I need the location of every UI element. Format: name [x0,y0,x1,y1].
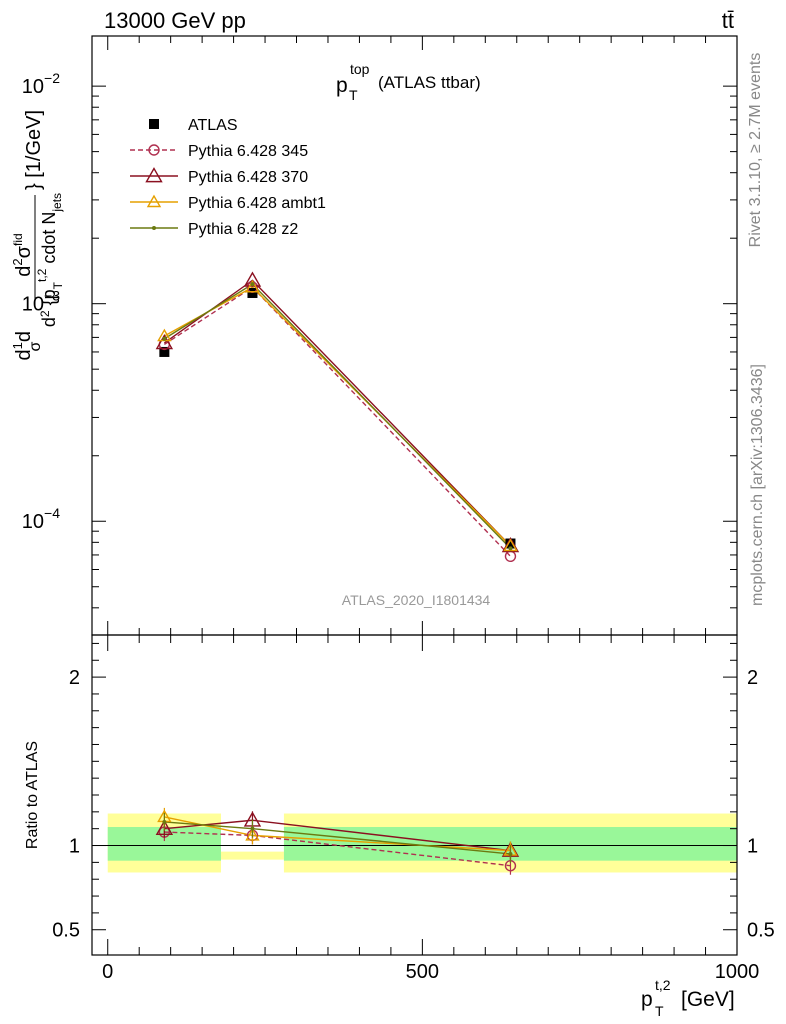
legend-marker-atlas [149,119,159,129]
main-plot: 10−2 10−3 10−4 ATLAS_2020_I1801434 p T top… [10,35,738,636]
main-title: p T top (ATLAS ttbar) [336,61,481,103]
data-point-ambt1 [503,538,518,552]
legend-marker-p345 [148,144,160,156]
data-point-z2 [508,546,513,551]
ratio-frame [91,634,738,956]
main-ylabel: d1d σ d2σfid d2 {pTt,2 cdot Njets } [1/G… [10,110,65,361]
legend: ATLAS Pythia 6.428 345 Pythia 6.428 370 Pyt… [130,117,326,238]
title-rest: (ATLAS ttbar) [378,73,481,92]
ratio-plot: 0.5 0.5 1 1 2 2 0 500 1000 Ratio to ATLAS p T t,… [24,634,775,1019]
ratio-point-z2 [508,851,513,856]
svg-text:d2 {pTt,2 cdot Njets: d2 {pTt,2 cdot Njets [35,193,65,327]
x-axis-label: p T t,2 [GeV] [641,977,735,1019]
svg-text:d2σfid: d2σfid [10,233,35,276]
ratio-ytick-label: 2 [69,667,80,689]
data-point-z2 [162,336,167,341]
header-left: 13000 GeV pp [104,8,246,33]
data-point-p370 [155,334,174,350]
xlabel-main: p [641,988,653,1011]
ratio-point-z2 [250,826,255,831]
data-point-atlas [159,346,170,357]
legend-label: Pythia 6.428 345 [188,143,308,160]
ratio-band-outer [221,851,284,860]
legend-label: Pythia 6.428 z2 [188,221,298,238]
xtick-label: 0 [102,961,113,983]
legend-label: Pythia 6.428 ambt1 [188,195,326,212]
mcplots-label: mcplots.cern.ch [arXiv:1306.3436] [749,364,766,606]
data-point-p345 [504,550,517,563]
legend-label: Pythia 6.428 370 [188,169,308,186]
ratio-ytick-label: 1 [69,836,80,858]
xtick-label: 1000 [715,961,760,983]
ratio-point-ambt1 [245,828,260,841]
svg-text:d1d σ: d1d σ [10,325,44,360]
data-point-p370 [501,537,520,553]
legend-marker-p370 [145,167,163,183]
legend-marker-ambt1 [146,194,162,208]
main-ytick-label: 10−3 [22,288,60,316]
watermark: ATLAS_2020_I1801434 [342,592,491,608]
ratio-ytick-label-right: 0.5 [747,920,775,942]
ratio-point-z2 [162,819,167,824]
legend-marker-z2 [152,226,156,230]
data-point-z2 [250,282,255,287]
ratio-ytick-label: 0.5 [52,920,80,942]
title-sup: top [350,61,370,77]
ylabel-unit: } [1/GeV] [23,110,45,190]
xtick-label: 500 [406,961,439,983]
title-main: p [336,74,348,97]
series-line-p345 [163,286,511,557]
data-point-atlas [505,538,516,549]
data-point-ambt1 [245,279,260,293]
ratio-ylabel: Ratio to ATLAS [24,741,41,849]
ratio-ytick-label-right: 1 [747,836,758,858]
series-line-ambt1 [164,286,511,547]
xlabel-sup: t,2 [655,977,671,993]
xlabel-sub: T [655,1003,664,1019]
series-line-p370 [163,279,511,547]
main-ytick-label: 10−4 [22,505,60,533]
ratio-ytick-label-right: 2 [747,667,758,689]
title-sub: T [349,87,358,103]
legend-label: ATLAS [188,117,238,134]
xlabel-unit: [GeV] [681,988,735,1011]
series-line-z2 [163,283,511,549]
main-ytick-label: 10−2 [22,70,60,98]
data-point-atlas [247,287,258,298]
rivet-label: Rivet 3.1.10, ≥ 2.7M events [747,53,764,248]
ratio-point-p370 [155,819,174,836]
header-right: tt̄ [722,8,734,33]
